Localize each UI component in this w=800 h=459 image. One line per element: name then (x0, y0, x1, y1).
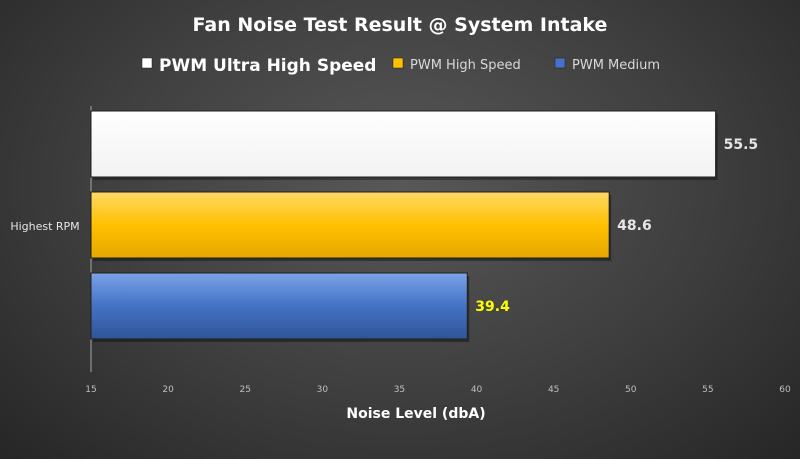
x-tick-label: 25 (239, 385, 250, 395)
legend-label: PWM Medium (572, 58, 660, 73)
x-tick-label: 15 (85, 385, 96, 395)
legend-swatch (392, 57, 404, 69)
bar (90, 272, 468, 340)
x-ticks: 15 20 25 30 35 40 45 50 55 60 (85, 385, 791, 395)
x-tick-label: 50 (625, 385, 637, 395)
x-tick-label: 40 (471, 385, 483, 395)
bars: 55.5 48.6 39.4 (90, 110, 759, 342)
data-label: 39.4 (475, 299, 510, 315)
x-tick-label: 55 (702, 385, 713, 395)
legend-label: PWM High Speed (410, 58, 521, 73)
legend: PWM Ultra High Speed PWM High Speed PWM Me… (141, 56, 660, 76)
x-tick-label: 60 (779, 385, 791, 395)
x-tick-label: 45 (548, 385, 559, 395)
x-tick-label: 30 (317, 385, 329, 395)
bar (90, 110, 717, 178)
x-axis-label: Noise Level (dbA) (346, 406, 485, 422)
data-label: 55.5 (724, 137, 759, 153)
x-tick-label: 20 (162, 385, 174, 395)
category-label: Highest RPM (10, 220, 79, 233)
legend-swatch (554, 57, 566, 69)
data-label: 48.6 (617, 218, 652, 234)
x-tick-label: 35 (394, 385, 405, 395)
bar (90, 191, 610, 259)
chart-title: Fan Noise Test Result @ System Intake (193, 14, 608, 36)
legend-label: PWM Ultra High Speed (159, 56, 376, 76)
legend-swatch (141, 57, 153, 69)
